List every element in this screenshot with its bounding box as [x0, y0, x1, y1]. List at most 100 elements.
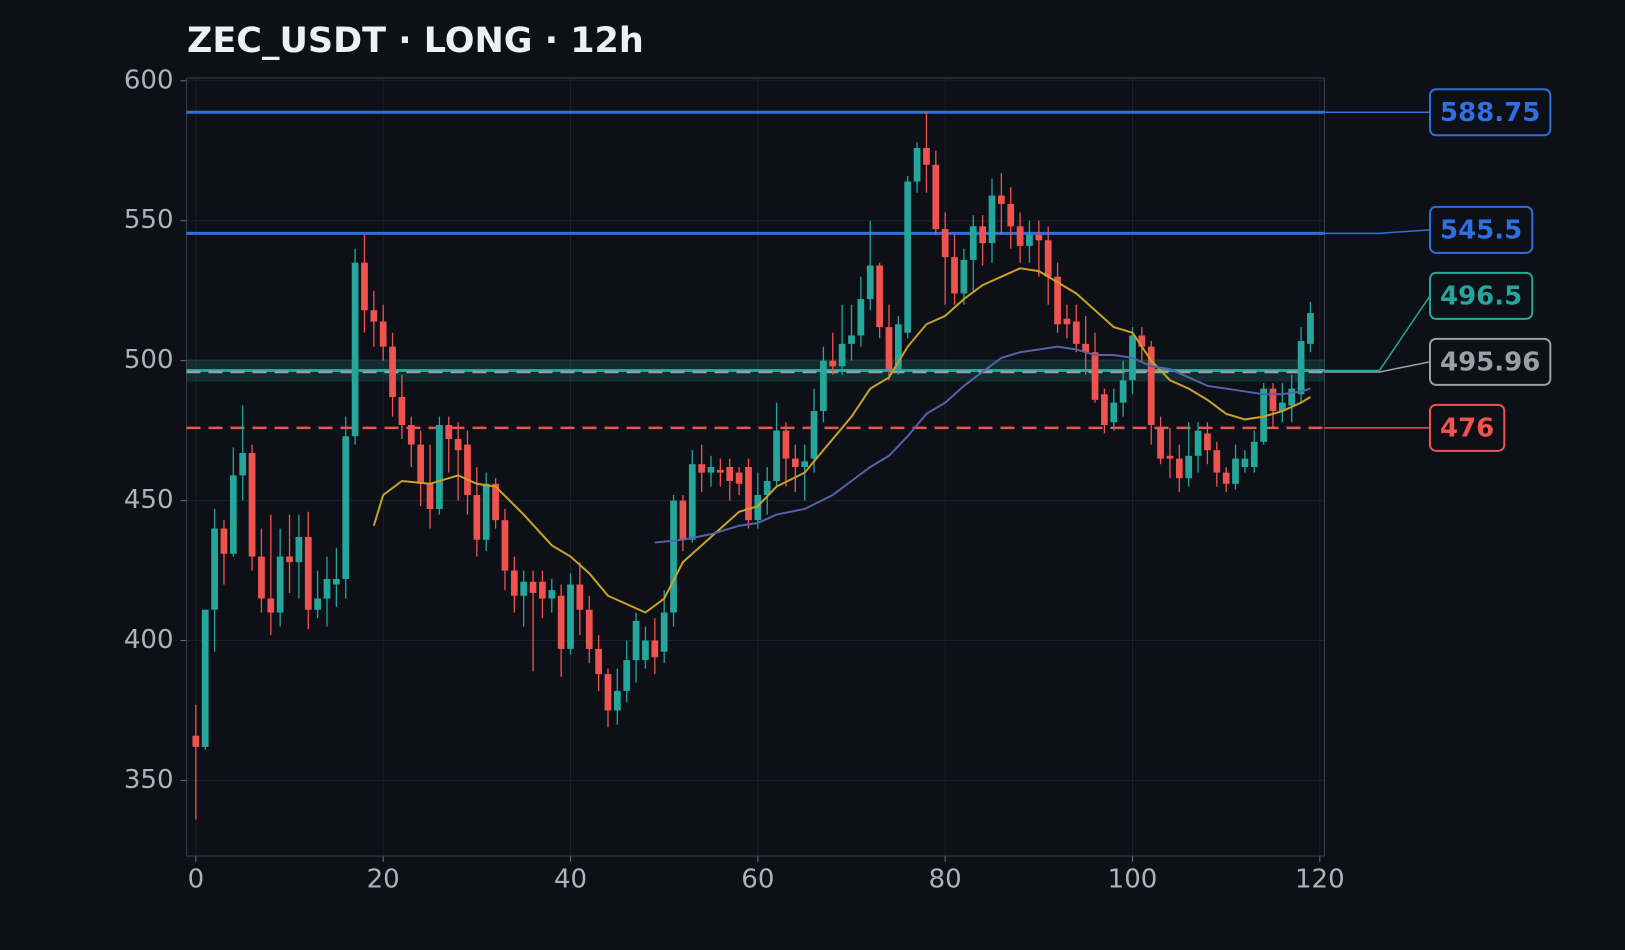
- candle-body: [894, 324, 902, 370]
- candle-body: [623, 660, 631, 691]
- y-tick-label: 600: [124, 65, 174, 95]
- candle-body: [436, 425, 443, 509]
- x-tick-label: 0: [188, 865, 205, 895]
- candle-body: [548, 590, 556, 599]
- candle-body: [885, 327, 893, 370]
- y-tick-label: 500: [124, 345, 174, 375]
- candle-body: [267, 598, 275, 613]
- candle-body: [1166, 455, 1174, 459]
- candle-body: [323, 578, 331, 599]
- candle-body: [1260, 388, 1267, 442]
- candle-body: [782, 430, 790, 459]
- candle-body: [389, 346, 396, 398]
- level-label: 476: [1440, 413, 1494, 443]
- candle-body: [698, 464, 706, 473]
- x-tick-label: 20: [367, 865, 400, 895]
- candle-body: [904, 181, 912, 333]
- x-tick-label: 40: [554, 865, 587, 895]
- candle-body: [1297, 341, 1305, 395]
- candle-body: [314, 598, 321, 610]
- candle-body: [997, 195, 1005, 204]
- chart-title: ZEC_USDT · LONG · 12h: [187, 21, 644, 61]
- candle-body: [969, 226, 977, 260]
- candle-body: [445, 425, 453, 440]
- candle-body: [1185, 455, 1193, 479]
- level-label-box: [1429, 205, 1534, 254]
- candle-body: [351, 262, 359, 437]
- moving-average-line: [372, 267, 1311, 614]
- candle-body: [1232, 458, 1239, 484]
- candle-body: [876, 265, 883, 328]
- x-tick-label: 100: [1108, 865, 1158, 895]
- level-label: 545.5: [1440, 215, 1522, 245]
- candle-body: [1007, 203, 1015, 227]
- candle-body: [932, 164, 940, 230]
- candle-body: [1288, 388, 1296, 406]
- candle-body: [454, 439, 462, 451]
- candle-body: [379, 321, 387, 347]
- candle-body: [1175, 458, 1183, 479]
- candle-body: [286, 556, 293, 563]
- candle-body: [332, 578, 340, 585]
- candle-body: [651, 640, 659, 658]
- level-connector: [1324, 361, 1431, 373]
- candle-body: [1119, 380, 1127, 403]
- candle-body: [304, 536, 312, 610]
- level-label: 495.96: [1440, 347, 1540, 377]
- candle-body: [1054, 276, 1061, 325]
- x-tick-label: 120: [1295, 865, 1345, 895]
- y-tick-label: 400: [124, 625, 174, 655]
- candle-body: [1035, 234, 1043, 241]
- x-tick-label: 60: [741, 865, 774, 895]
- y-tick-label: 350: [124, 765, 174, 795]
- moving-average-line: [654, 345, 1311, 544]
- candle-body: [1213, 450, 1221, 473]
- y-tick-label: 450: [124, 485, 174, 515]
- candle-body: [501, 520, 509, 571]
- level-label: 496.5: [1440, 281, 1522, 311]
- candle-body: [717, 469, 724, 473]
- candle-body: [258, 556, 265, 599]
- candle-body: [567, 584, 574, 649]
- candle-body: [679, 500, 687, 540]
- candle-body: [398, 397, 406, 426]
- candle-body: [417, 444, 425, 484]
- candle-body: [688, 464, 696, 540]
- candle-body: [510, 570, 518, 596]
- candle-body: [520, 581, 528, 596]
- candle-body: [670, 500, 677, 613]
- candle-body: [1157, 427, 1164, 459]
- candle-body: [791, 458, 799, 467]
- candle-body: [1269, 388, 1277, 412]
- y-tick-label: 550: [124, 205, 174, 235]
- candle-body: [707, 467, 715, 473]
- candle-body: [941, 229, 949, 258]
- candle-body: [979, 226, 987, 244]
- candle-body: [276, 556, 284, 613]
- candle-body: [838, 343, 846, 367]
- candle-body: [801, 461, 809, 467]
- level-label-box: [1429, 403, 1506, 452]
- candle-body: [539, 581, 546, 599]
- level-label: 588.75: [1440, 98, 1540, 128]
- candle-body: [201, 609, 209, 747]
- candle-body: [482, 483, 490, 540]
- candle-body: [576, 584, 584, 610]
- candle-body: [239, 453, 247, 476]
- candle-body: [745, 467, 752, 521]
- candle-body: [492, 483, 499, 521]
- plot-frame: [186, 77, 1325, 857]
- level-label-box: [1429, 271, 1534, 320]
- candle-body: [923, 147, 930, 165]
- candle-body: [1016, 226, 1024, 246]
- candle-body: [557, 595, 565, 649]
- candle-body: [370, 310, 378, 322]
- candle-body: [464, 444, 471, 495]
- candle-body: [1250, 441, 1258, 467]
- candle-body: [773, 430, 780, 481]
- candle-body: [473, 494, 481, 540]
- candle-body: [1147, 346, 1155, 426]
